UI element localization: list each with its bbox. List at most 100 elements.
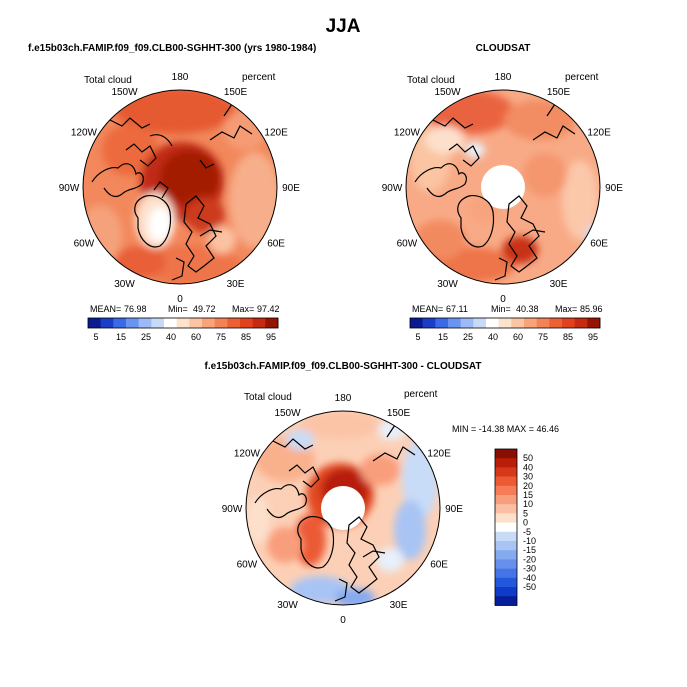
map-field (83, 90, 277, 284)
longitude-label: 150E (387, 408, 411, 419)
stats-line: MEAN= 67.11 Min= 40.38 Max= 85.96 (412, 304, 603, 314)
colorbar-tick-label: 5 (93, 332, 98, 342)
longitude-label: 60W (74, 239, 95, 250)
colorbar-tick-label: 0 (523, 518, 528, 528)
colorbar-box (448, 318, 461, 328)
longitude-label: 120E (264, 128, 288, 139)
page-title: JJA (326, 16, 361, 37)
longitude-labels: 180 150E 120E 90E 60E 30E 0 30W 60W 90W 120W 150W (382, 72, 624, 305)
colorbar-box (495, 596, 517, 606)
max-label: Max= (232, 304, 254, 314)
colorbar-box (473, 318, 487, 328)
longitude-label: 150E (224, 87, 248, 98)
colorbar-tick-label: 10 (523, 499, 533, 509)
colorbar-box (176, 318, 190, 328)
colorbar-tick-label: 95 (588, 332, 598, 342)
map-field (406, 90, 600, 284)
units-label: percent (565, 72, 599, 83)
colorbar-box (100, 318, 114, 328)
longitude-labels: 180 150E 120E 90E 60E 30E 0 30W 60W 90W 120W 150W (59, 72, 301, 305)
mean-value: 67.11 (446, 304, 468, 314)
longitude-label: 120E (587, 128, 611, 139)
colorbar-box (562, 318, 575, 328)
colorbar-box (511, 318, 525, 328)
longitude-label: 90W (222, 504, 243, 515)
colorbar-box (202, 318, 215, 328)
colorbar-box (88, 318, 101, 328)
mean-label: MEAN= (412, 304, 443, 314)
colorbar-box (495, 577, 517, 588)
max-label: Max= (555, 304, 577, 314)
variable-label: Total cloud (84, 75, 132, 86)
colorbar-tick-label: -5 (523, 527, 531, 537)
colorbar-frame (494, 448, 518, 606)
colorbar-tick-label: 5 (415, 332, 420, 342)
colorbar-box (113, 318, 127, 328)
min-value: 49.72 (193, 304, 216, 314)
land-outlines (414, 97, 576, 281)
colorbar-box (495, 587, 517, 597)
colorbar-tick-label: 85 (563, 332, 573, 342)
min-label: Min= (491, 304, 511, 314)
colorbar-box (498, 318, 512, 328)
colorbar-tick-label: 15 (523, 490, 533, 500)
colorbar-box (549, 318, 563, 328)
longitude-label: 150W (434, 87, 461, 98)
colorbar-box (164, 318, 177, 328)
longitude-label: 0 (340, 615, 346, 626)
colorbar-box (435, 318, 449, 328)
colorbar-tick-label: 50 (523, 453, 533, 463)
colorbar-box (574, 318, 588, 328)
colorbar-tick-label: -30 (523, 564, 536, 574)
colorbar-box (495, 568, 517, 579)
colorbar-box (495, 513, 517, 523)
colorbar-box (214, 318, 228, 328)
colorbar-tick-label: -10 (523, 536, 536, 546)
colorbar-tick-label: 25 (141, 332, 151, 342)
colorbar-tick-label: 15 (438, 332, 448, 342)
longitude-label: 0 (500, 294, 506, 305)
colorbar-box (495, 559, 517, 569)
colorbar: 5 15 25 40 60 75 85 95 (409, 317, 601, 342)
longitude-label: 90E (605, 183, 623, 194)
variable-label: Total cloud (244, 392, 292, 403)
colorbar-tick-label: 15 (116, 332, 126, 342)
colorbar-box (227, 318, 241, 328)
min-value: 40.38 (516, 304, 539, 314)
longitude-label: 90E (282, 183, 300, 194)
colorbar-frame (87, 317, 279, 329)
colorbar-tick-label: 40 (488, 332, 498, 342)
colorbar-box (189, 318, 203, 328)
panel-difference: f.e15b03ch.FAMIP.f09_f09.CLB00-SGHHT-300… (205, 361, 560, 626)
colorbar-box (422, 318, 436, 328)
longitude-label: 180 (495, 72, 512, 83)
longitude-label: 150W (111, 87, 138, 98)
units-label: percent (242, 72, 276, 83)
panel-cloudsat: CLOUDSAT Total cloud percent (382, 43, 624, 342)
colorbar-box (587, 318, 601, 328)
land-outlines (91, 97, 253, 281)
longitude-label: 150E (547, 87, 571, 98)
longitude-label: 120W (394, 128, 421, 139)
colorbar-box (495, 550, 517, 560)
min-max-text: MIN = -14.38 MAX = 46.46 (452, 424, 559, 434)
colorbar-box (495, 522, 517, 533)
colorbar-tick-label: 60 (191, 332, 201, 342)
colorbar-box (126, 318, 139, 328)
longitude-label: 30W (277, 600, 298, 611)
colorbar-tick-label: 40 (166, 332, 176, 342)
map-edge (245, 410, 441, 606)
pole-hole (321, 486, 365, 530)
colorbar-tick-label: 95 (266, 332, 276, 342)
colorbar-box (138, 318, 152, 328)
colorbar-frame (409, 317, 601, 329)
longitude-label: 180 (335, 393, 352, 404)
variable-label: Total cloud (407, 75, 455, 86)
colorbar-tick-label: -20 (523, 554, 536, 564)
colorbar-tick-label: -15 (523, 545, 536, 555)
longitude-label: 90W (59, 183, 80, 194)
colorbar-box (265, 318, 279, 328)
colorbar: 5 15 25 40 60 75 85 95 (87, 317, 279, 342)
colorbar-box (495, 458, 517, 468)
